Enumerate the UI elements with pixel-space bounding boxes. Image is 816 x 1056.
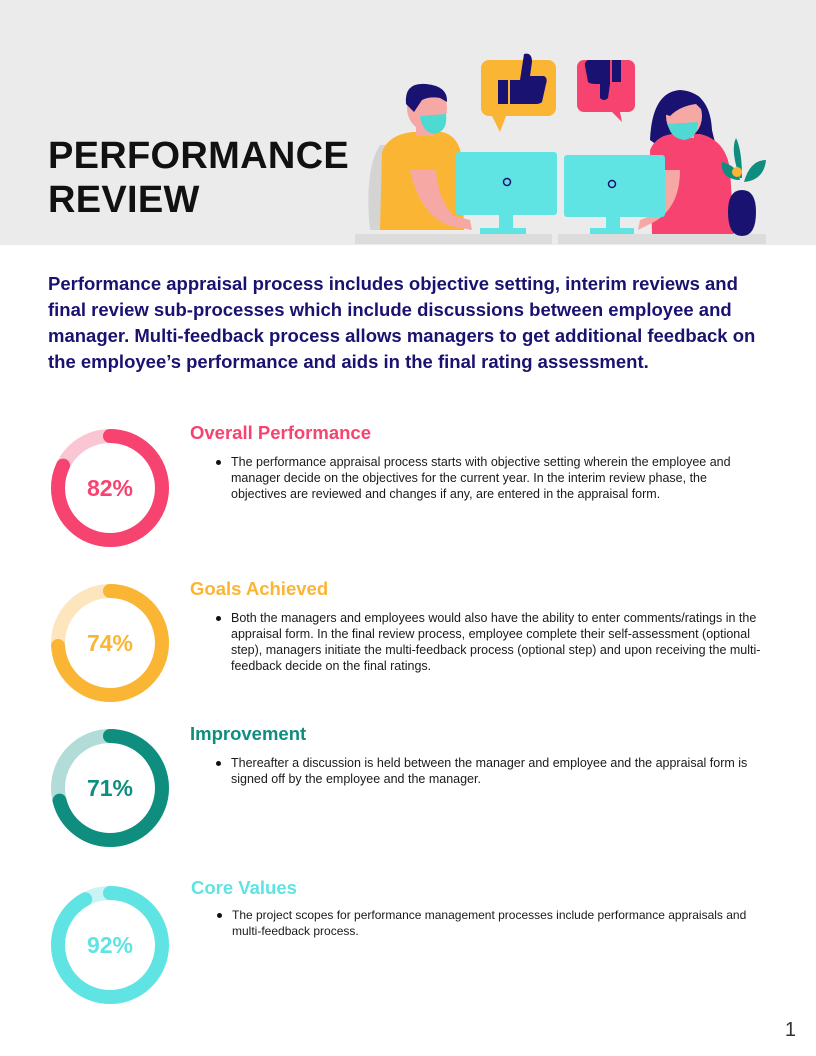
desk-left [355, 234, 552, 244]
page-number: 1 [784, 1019, 796, 1041]
monitor-left [456, 152, 557, 215]
percent-label: 92% [86, 931, 134, 958]
face-mask-icon [668, 122, 698, 140]
percent-label: 82% [86, 474, 134, 501]
donut-progress [51, 429, 169, 547]
list-item: Thereafter a discussion is held between … [214, 755, 764, 787]
face-mask-icon [420, 114, 447, 134]
progress-donut: 71% [40, 718, 180, 858]
donut-progress [51, 886, 169, 1004]
bullet-list: Both the managers and employees would al… [214, 610, 764, 674]
donut-progress [51, 729, 169, 847]
percent-label: 71% [86, 774, 134, 801]
desk-right [558, 234, 766, 244]
list-item: The project scopes for performance manag… [215, 907, 765, 939]
donut-progress [51, 584, 169, 702]
progress-donut: 82% [40, 418, 180, 558]
bullet-list: Thereafter a discussion is held between … [214, 755, 764, 787]
office-workers-illustration [355, 53, 766, 244]
potted-plant-icon [721, 138, 766, 236]
list-item: The performance appraisal process starts… [214, 454, 764, 502]
thumbs-up-icon [498, 53, 547, 104]
section-title: Goals Achieved [190, 578, 329, 599]
list-item: Both the managers and employees would al… [214, 610, 764, 674]
progress-donut: 74% [40, 573, 180, 713]
page-title-line-2: REVIEW [48, 179, 200, 221]
page-title: PERFORMANCE REVIEW [48, 134, 368, 222]
intro-paragraph: Performance appraisal process includes o… [48, 273, 756, 372]
percent-label: 74% [86, 629, 134, 656]
woman-shirt [650, 134, 734, 234]
bullet-list: The project scopes for performance manag… [215, 907, 765, 939]
man-hair [405, 83, 448, 112]
section-title: Overall Performance [190, 422, 371, 443]
thumbs-down-icon [584, 60, 621, 100]
section-title: Core Values [191, 877, 297, 898]
page-title-line-1: PERFORMANCE [48, 135, 349, 177]
section-title: Improvement [190, 723, 307, 744]
bullet-list: The performance appraisal process starts… [214, 454, 764, 502]
progress-donut: 92% [40, 875, 180, 1015]
